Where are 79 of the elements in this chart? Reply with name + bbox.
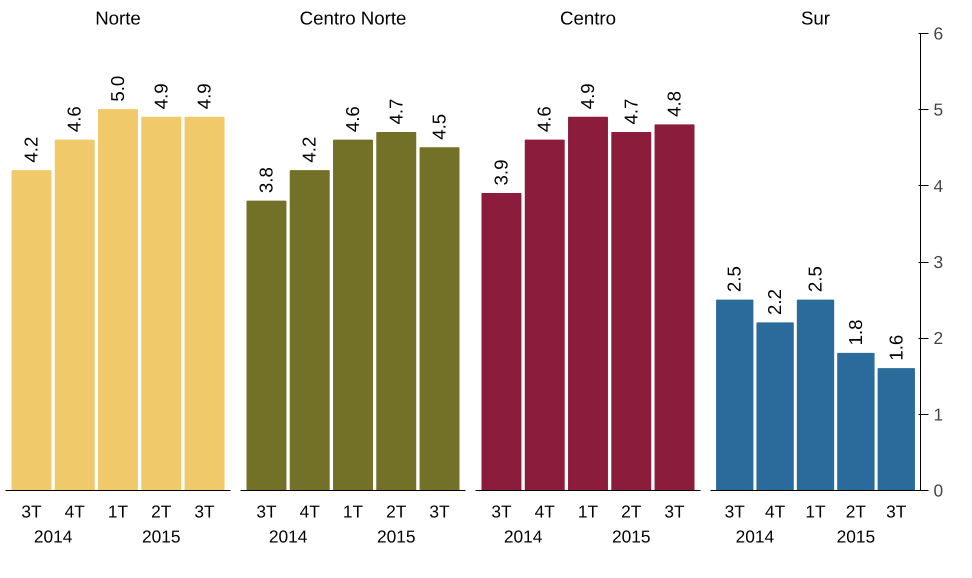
bar bbox=[524, 140, 565, 490]
x-tick-label: 4T bbox=[300, 502, 320, 522]
x-tick-label: 1T bbox=[342, 502, 364, 522]
x-tick-label: 3T bbox=[664, 502, 686, 522]
x-tick-label: 2T bbox=[151, 502, 172, 522]
data-label: 4.7 bbox=[385, 98, 406, 125]
bar bbox=[611, 132, 652, 490]
data-label: 4.8 bbox=[664, 90, 685, 117]
x-tick-label: 3T bbox=[256, 502, 277, 522]
text: 2015 bbox=[142, 526, 181, 546]
data-label: 4.9 bbox=[577, 83, 598, 110]
bar bbox=[420, 147, 460, 490]
x-tick-label: 4T bbox=[534, 502, 556, 522]
data-label: 5.0 bbox=[107, 76, 128, 102]
y-tick-label: 1 bbox=[934, 404, 944, 424]
bar bbox=[756, 322, 794, 490]
x-tick-label: 1T bbox=[108, 502, 129, 522]
text: 2015 bbox=[612, 526, 651, 546]
y-tick-label: 5 bbox=[934, 100, 944, 120]
bar bbox=[11, 170, 52, 490]
data-label: 3.8 bbox=[255, 167, 276, 194]
bar bbox=[290, 170, 330, 490]
bar bbox=[54, 140, 95, 490]
bar bbox=[716, 300, 754, 490]
bar bbox=[333, 140, 373, 490]
x-tick-label: 4T bbox=[64, 502, 86, 522]
x-tick-label: 2T bbox=[386, 502, 407, 522]
data-label: 4.9 bbox=[150, 83, 172, 110]
x-tick-label: 1T bbox=[578, 502, 599, 522]
x-tick-label: 2T bbox=[846, 502, 866, 522]
data-label: 4.6 bbox=[342, 106, 363, 132]
data-label: 4.2 bbox=[298, 136, 320, 163]
data-label: 1.6 bbox=[885, 334, 906, 361]
data-label: 4.9 bbox=[194, 83, 215, 110]
x-tick-label: 3T bbox=[429, 502, 450, 522]
data-label: 2.5 bbox=[804, 266, 826, 292]
chart-title: Centro Norte bbox=[300, 8, 406, 28]
data-label: 2.5 bbox=[724, 266, 745, 292]
y-tick-label: 0 bbox=[934, 480, 944, 500]
data-label: 4.2 bbox=[20, 136, 42, 163]
x-tick-label: 2T bbox=[621, 502, 642, 522]
y-tick-label: 4 bbox=[934, 176, 944, 196]
bar bbox=[184, 116, 225, 490]
y-tick-label: 2 bbox=[934, 328, 944, 348]
y-tick-label: 3 bbox=[934, 252, 944, 272]
bar bbox=[837, 352, 875, 490]
data-label: 1.8 bbox=[844, 319, 866, 346]
text: 2014 bbox=[504, 526, 543, 546]
bar bbox=[141, 116, 182, 490]
bar bbox=[98, 109, 138, 490]
chart-title: Norte bbox=[95, 8, 141, 28]
text: 2015 bbox=[376, 526, 416, 546]
text: 2015 bbox=[836, 526, 876, 546]
x-tick-label: 1T bbox=[805, 502, 826, 522]
x-tick-label: 4T bbox=[765, 502, 786, 522]
data-label: 4.6 bbox=[534, 106, 555, 132]
bar bbox=[481, 192, 522, 490]
text: 2014 bbox=[268, 526, 308, 546]
chart-title: Sur bbox=[800, 8, 830, 28]
data-label: 4.6 bbox=[64, 106, 85, 132]
bar bbox=[246, 200, 286, 490]
data-label: 4.5 bbox=[428, 114, 450, 140]
x-tick-label: 3T bbox=[886, 502, 907, 522]
x-tick-label: 3T bbox=[724, 502, 746, 522]
bar bbox=[376, 132, 416, 490]
text: 2014 bbox=[34, 526, 73, 546]
bar bbox=[654, 124, 695, 490]
chart-title: Centro bbox=[560, 8, 616, 28]
bar bbox=[568, 116, 608, 490]
data-label: 2.2 bbox=[764, 288, 786, 315]
x-tick-label: 3T bbox=[491, 502, 512, 522]
bar bbox=[796, 300, 834, 490]
x-tick-label: 3T bbox=[194, 502, 216, 522]
y-tick-label: 6 bbox=[934, 24, 944, 44]
bar bbox=[878, 368, 915, 490]
text: 2014 bbox=[736, 526, 775, 546]
data-label: 4.7 bbox=[620, 98, 642, 125]
x-tick-label: 3T bbox=[21, 502, 42, 522]
data-label: 3.9 bbox=[490, 160, 512, 186]
